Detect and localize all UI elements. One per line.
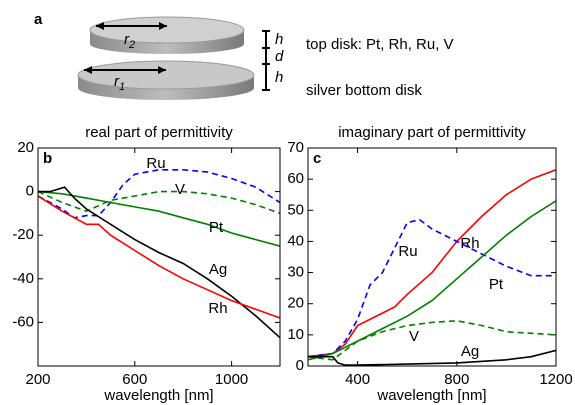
y-tick-label: 30 <box>287 264 304 281</box>
y-tick-label: 40 <box>287 232 304 249</box>
plot-area: Ru V Pt Ag Rh <box>38 148 280 366</box>
x-tick-label: 1200 <box>539 371 572 388</box>
x-tick-label: 600 <box>122 371 147 388</box>
series-label: Ag <box>209 261 227 278</box>
diagram: a r2 r1 h d h top disk: Pt, Rh, Ru, V si… <box>34 11 454 100</box>
panel-label: c <box>313 150 321 167</box>
x-axis-label: wavelength [nm] <box>376 387 486 404</box>
y-tick-label: 10 <box>287 326 304 343</box>
x-tick-label: 800 <box>444 371 469 388</box>
series-line <box>38 196 280 318</box>
panel-label: a <box>34 11 43 28</box>
chart: imaginary part of permittivity wavelength… <box>287 124 572 404</box>
x-tick-label: 200 <box>25 371 50 388</box>
figure: a r2 r1 h d h top disk: Pt, Rh, Ru, V si… <box>0 0 575 405</box>
series-label: Rh <box>208 300 227 317</box>
series-label: Ag <box>461 343 479 360</box>
series-line <box>38 192 280 247</box>
series-label: Ru <box>398 243 417 260</box>
y-tick-label: 60 <box>287 170 304 187</box>
series-label: V <box>175 181 185 198</box>
plot-frame <box>38 148 280 366</box>
chart: real part of permittivity wavelength [nm]… <box>12 124 280 404</box>
y-tick-label: -20 <box>12 226 34 243</box>
series-line <box>38 192 280 214</box>
y-tick-label: 50 <box>287 201 304 218</box>
chart-title: imaginary part of permittivity <box>338 124 526 141</box>
y-tick-label: -60 <box>12 313 34 330</box>
subscript: 2 <box>128 39 135 51</box>
dimension-bracket <box>262 31 270 90</box>
y-tick-label: 0 <box>26 183 34 200</box>
series-line <box>38 187 280 338</box>
bottom-disk-label: silver bottom disk <box>306 82 422 99</box>
y-tick-label: 70 <box>287 139 304 156</box>
x-tick-label: 1000 <box>215 371 248 388</box>
y-tick-label: 20 <box>287 295 304 312</box>
series-label: V <box>409 328 419 345</box>
subscript: 1 <box>119 81 125 93</box>
dimension-label: d <box>275 48 284 65</box>
disk-top <box>78 61 254 89</box>
series-line <box>308 170 556 357</box>
x-tick-label: 400 <box>345 371 370 388</box>
dimension-label: h <box>275 69 283 86</box>
series-label: Rh <box>460 235 479 252</box>
series-label: Pt <box>489 276 504 293</box>
series-line <box>308 220 556 357</box>
series-label: Ru <box>146 155 165 172</box>
y-tick-label: -40 <box>12 270 34 287</box>
y-tick-label: 0 <box>296 357 304 374</box>
chart-title: real part of permittivity <box>85 124 233 141</box>
disk-top <box>90 17 244 43</box>
series-line <box>308 350 556 365</box>
series-label: Pt <box>209 219 224 236</box>
top-disk-label: top disk: Pt, Rh, Ru, V <box>306 36 454 53</box>
plot-area: Rh Ru Pt V Ag <box>308 148 556 366</box>
y-tick-label: 20 <box>17 139 34 156</box>
x-axis-label: wavelength [nm] <box>103 387 213 404</box>
panel-label: b <box>43 150 52 167</box>
dimension-label: h <box>275 31 283 48</box>
series-line <box>308 201 556 360</box>
